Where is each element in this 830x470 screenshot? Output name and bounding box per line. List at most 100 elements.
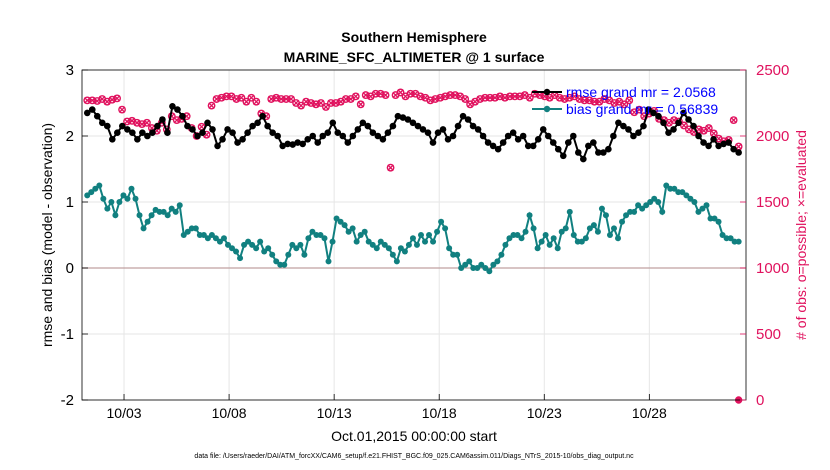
bias-point <box>727 235 734 242</box>
obs-possible-point <box>242 97 251 106</box>
obs-possible-point <box>327 99 335 107</box>
obs-possible-point <box>396 88 405 97</box>
rmse-point <box>554 145 562 153</box>
bias-point <box>361 228 368 235</box>
rmse-point <box>149 129 156 136</box>
bias-point <box>309 228 316 235</box>
bias-point <box>482 265 489 271</box>
bias-point <box>180 232 187 238</box>
rmse-point <box>494 145 502 153</box>
rmse-point <box>304 136 312 143</box>
bias-point <box>478 261 485 268</box>
bias-point <box>635 202 642 209</box>
rmse-point <box>299 140 307 148</box>
rmse-point <box>444 136 452 143</box>
obs-evaluated-point <box>357 101 364 108</box>
bias-point <box>699 205 706 212</box>
rmse-point <box>274 132 281 140</box>
bias-point <box>534 245 541 252</box>
rmse-point <box>139 129 146 136</box>
obs-evaluated-stroke <box>382 91 389 99</box>
obs-evaluated-point <box>352 93 360 100</box>
bias-point <box>365 238 372 245</box>
rmse-point <box>735 149 742 156</box>
bias-point <box>317 232 324 238</box>
rmse-point <box>464 116 472 123</box>
bias-point <box>285 251 292 258</box>
bias-point <box>554 245 561 252</box>
left-axis-label: rmse and bias (model - observation) <box>39 123 55 347</box>
rmse-point <box>374 132 382 140</box>
bias-point <box>281 261 288 268</box>
rmse-point <box>544 132 552 140</box>
bias-point <box>530 225 537 232</box>
bias-point <box>687 195 694 202</box>
bias-point <box>594 228 601 235</box>
rmse-point <box>439 126 447 133</box>
obs-possible-point <box>525 93 534 102</box>
rmse-point <box>219 136 226 143</box>
rmse-point <box>640 122 647 130</box>
bias-point <box>164 212 171 219</box>
bias-point <box>136 212 143 219</box>
left-tick-label: 2 <box>66 128 74 145</box>
rmse-point <box>600 149 607 156</box>
rmse-point <box>199 129 206 136</box>
rmse-point <box>189 126 196 133</box>
obs-evaluated-stroke <box>635 106 643 113</box>
obs-evaluated-stroke <box>253 98 260 105</box>
obs-evaluated-stroke <box>586 97 593 104</box>
rmse-point <box>289 141 296 148</box>
obs-evaluated-stroke <box>451 91 459 99</box>
rmse-point <box>109 136 116 143</box>
x-tick-label: 10/18 <box>422 405 457 421</box>
bias-point <box>373 245 380 252</box>
obs-possible-point <box>317 99 325 107</box>
rmse-point <box>159 116 166 123</box>
obs-evaluated-stroke <box>352 93 360 100</box>
rmse-point <box>334 129 342 136</box>
obs-possible-point <box>123 117 131 126</box>
bias-point <box>104 205 111 212</box>
obs-evaluated-stroke <box>705 124 713 132</box>
bias-point <box>269 251 276 258</box>
obs-possible-point <box>287 95 296 103</box>
obs-evaluated-stroke <box>118 106 126 113</box>
legend-label: rmse grand mr = 2.0568 <box>566 84 716 100</box>
rmse-point <box>154 122 161 130</box>
rmse-point <box>449 132 457 140</box>
bias-point <box>715 218 722 225</box>
rmse-point <box>610 132 617 140</box>
bias-point <box>84 192 91 199</box>
obs-evaluated-point <box>705 124 713 132</box>
bias-line <box>86 183 739 273</box>
obs-evaluated-stroke <box>710 130 718 137</box>
bias-point <box>401 248 408 255</box>
bias-point <box>623 212 630 219</box>
bias-point <box>454 251 461 258</box>
bias-point <box>426 232 433 238</box>
rmse-point <box>690 122 697 130</box>
obs-evaluated-stroke <box>556 94 563 101</box>
obs-possible-point <box>510 92 519 101</box>
obs-evaluated-stroke <box>133 119 141 127</box>
rmse-point <box>209 126 216 133</box>
obs-possible-point <box>386 163 395 172</box>
bias-point <box>586 225 593 232</box>
bias-point <box>369 241 376 248</box>
obs-possible-point <box>635 105 644 114</box>
rmse-point <box>88 106 96 113</box>
bias-point <box>172 208 179 215</box>
obs-possible-point <box>237 93 246 102</box>
rmse-point <box>124 126 131 133</box>
rmse-point <box>514 136 522 143</box>
bias-point <box>442 225 449 232</box>
legend-swatch-marker <box>543 105 551 113</box>
bias-point <box>88 189 95 196</box>
rmse-point <box>319 132 327 140</box>
rmse-point <box>384 129 392 136</box>
bias-point <box>434 228 441 235</box>
obs-evaluated-stroke <box>625 97 633 104</box>
obs-possible-point <box>297 101 305 110</box>
